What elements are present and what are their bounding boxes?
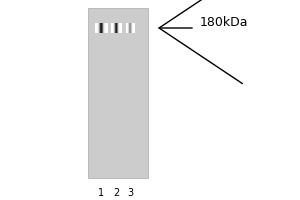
Bar bbox=[126, 23, 127, 33]
Bar bbox=[95, 23, 96, 33]
Bar bbox=[117, 23, 118, 33]
Bar bbox=[117, 23, 118, 33]
Bar bbox=[97, 23, 98, 33]
Bar bbox=[128, 23, 129, 33]
Bar bbox=[130, 23, 131, 33]
Bar bbox=[119, 23, 120, 33]
Bar bbox=[114, 23, 115, 33]
Bar bbox=[132, 23, 133, 33]
Bar bbox=[106, 23, 107, 33]
Bar bbox=[116, 23, 117, 33]
Bar bbox=[129, 23, 130, 33]
Bar bbox=[134, 23, 135, 33]
Bar bbox=[99, 23, 100, 33]
Bar bbox=[125, 23, 126, 33]
Bar bbox=[113, 23, 114, 33]
Bar bbox=[132, 23, 133, 33]
Bar bbox=[102, 23, 103, 33]
Bar bbox=[114, 23, 115, 33]
Bar bbox=[101, 23, 102, 33]
Bar bbox=[118, 23, 119, 33]
Bar bbox=[98, 23, 99, 33]
Bar bbox=[103, 23, 104, 33]
Bar bbox=[106, 23, 107, 33]
Bar bbox=[96, 23, 97, 33]
Bar bbox=[114, 23, 115, 33]
Bar bbox=[131, 23, 132, 33]
Bar bbox=[104, 23, 105, 33]
Bar bbox=[116, 23, 117, 33]
Bar bbox=[103, 23, 104, 33]
Bar bbox=[111, 23, 112, 33]
Bar bbox=[116, 23, 117, 33]
Bar bbox=[105, 23, 106, 33]
Bar bbox=[112, 23, 113, 33]
Bar bbox=[120, 23, 121, 33]
Bar bbox=[127, 23, 128, 33]
Bar bbox=[118, 23, 119, 33]
Bar bbox=[121, 23, 122, 33]
Bar bbox=[131, 23, 132, 33]
Bar bbox=[127, 23, 128, 33]
Bar bbox=[115, 23, 116, 33]
Bar bbox=[126, 23, 127, 33]
Bar bbox=[99, 23, 100, 33]
Bar bbox=[119, 23, 120, 33]
Bar bbox=[129, 23, 130, 33]
Text: 2: 2 bbox=[113, 188, 119, 198]
Bar bbox=[96, 23, 97, 33]
Bar bbox=[128, 23, 129, 33]
Bar bbox=[130, 23, 131, 33]
Bar bbox=[88, 8, 148, 178]
Bar bbox=[134, 23, 135, 33]
Bar bbox=[113, 23, 114, 33]
Bar bbox=[130, 23, 131, 33]
Bar bbox=[112, 23, 113, 33]
Bar bbox=[102, 23, 103, 33]
Bar bbox=[101, 23, 102, 33]
Bar bbox=[120, 23, 121, 33]
Bar bbox=[97, 23, 98, 33]
Bar bbox=[113, 23, 114, 33]
Bar bbox=[98, 23, 99, 33]
Text: 180kDa: 180kDa bbox=[200, 16, 248, 28]
Text: 3: 3 bbox=[127, 188, 133, 198]
Bar bbox=[133, 23, 134, 33]
Bar bbox=[126, 23, 127, 33]
Bar bbox=[120, 23, 121, 33]
Bar bbox=[115, 23, 116, 33]
Bar bbox=[133, 23, 134, 33]
Bar bbox=[128, 23, 129, 33]
Bar bbox=[131, 23, 132, 33]
Bar bbox=[119, 23, 120, 33]
Bar bbox=[117, 23, 118, 33]
Bar bbox=[115, 23, 116, 33]
Bar bbox=[133, 23, 134, 33]
Bar bbox=[132, 23, 133, 33]
Bar bbox=[126, 23, 127, 33]
Bar bbox=[111, 23, 112, 33]
Bar bbox=[129, 23, 130, 33]
Bar bbox=[118, 23, 119, 33]
Bar bbox=[100, 23, 101, 33]
Bar bbox=[95, 23, 96, 33]
Text: 1: 1 bbox=[98, 188, 104, 198]
Bar bbox=[112, 23, 113, 33]
Bar bbox=[105, 23, 106, 33]
Bar bbox=[100, 23, 101, 33]
Bar bbox=[118, 23, 119, 33]
Bar bbox=[104, 23, 105, 33]
